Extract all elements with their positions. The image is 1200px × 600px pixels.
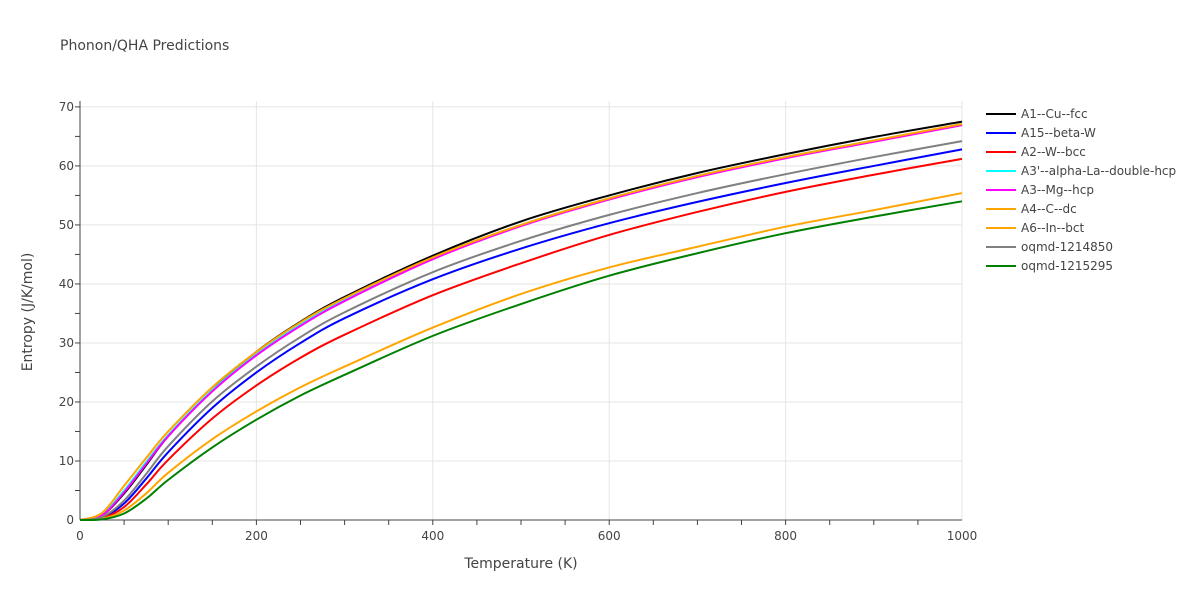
legend-label: A1--Cu--fcc: [1021, 107, 1088, 121]
series-line-oqmd-1215295: [79, 200, 963, 522]
y-tick-label: 50: [59, 218, 74, 232]
legend-item-a6-in-bct[interactable]: A6--In--bct: [986, 221, 1085, 235]
series-line-a6-in-bct: [79, 192, 963, 521]
series-line-a3-mg-hcp: [79, 124, 963, 521]
x-tick-label: 200: [245, 529, 268, 543]
series-line-a15-beta-w: [79, 148, 963, 521]
legend-item-a4-c-dc[interactable]: A4--C--dc: [986, 202, 1077, 216]
series-line-oqmd-1214850: [79, 140, 963, 521]
series-lines: [79, 120, 963, 522]
legend-label: A3--Mg--hcp: [1021, 183, 1094, 197]
x-tick-label: 1000: [947, 529, 978, 543]
legend-item-a3-mg-hcp[interactable]: A3--Mg--hcp: [986, 183, 1094, 197]
x-tick-label: 800: [774, 529, 797, 543]
y-tick-label: 0: [66, 513, 74, 527]
legend-item-a2-w-bcc[interactable]: A2--W--bcc: [986, 145, 1086, 159]
y-tick-label: 20: [59, 395, 74, 409]
y-tick-label: 30: [59, 336, 74, 350]
y-tick-label: 40: [59, 277, 74, 291]
legend-label: oqmd-1215295: [1021, 259, 1113, 273]
x-tick-label: 400: [421, 529, 444, 543]
legend-label: A2--W--bcc: [1021, 145, 1086, 159]
y-tick-label: 60: [59, 159, 74, 173]
y-axis-title: Entropy (J/K/mol): [20, 253, 36, 372]
legend-item-oqmd-1214850[interactable]: oqmd-1214850: [986, 240, 1113, 254]
y-tick-label: 10: [59, 454, 74, 468]
series-line-a2-w-bcc: [79, 157, 963, 521]
legend-item-a15-beta-w[interactable]: A15--beta-W: [986, 126, 1096, 140]
series-line-a1-cu-fcc: [79, 120, 963, 521]
y-tick-label: 70: [59, 100, 74, 114]
chart-title: Phonon/QHA Predictions: [60, 38, 229, 54]
axes: 0 200 400 600 800 1000 0 10 20 30 40 50 60 70: [59, 100, 978, 543]
series-line-a4-c-dc: [79, 123, 963, 521]
legend-label: A6--In--bct: [1021, 221, 1085, 235]
x-tick-label: 0: [76, 529, 84, 543]
legend-label: A4--C--dc: [1021, 202, 1077, 216]
legend-label: A3'--alpha-La--double-hcp: [1021, 164, 1176, 178]
legend[interactable]: A1--Cu--fcc A15--beta-W A2--W--bcc A3'--alp…: [986, 107, 1176, 273]
legend-item-a1-cu-fcc[interactable]: A1--Cu--fcc: [986, 107, 1088, 121]
legend-item-a3-alpha-la-double-hcp[interactable]: A3'--alpha-La--double-hcp: [986, 164, 1176, 178]
x-axis-title: Temperature (K): [463, 556, 577, 572]
grid: [80, 101, 963, 520]
legend-item-oqmd-1215295[interactable]: oqmd-1215295: [986, 259, 1113, 273]
x-tick-label: 600: [598, 529, 621, 543]
legend-label: oqmd-1214850: [1021, 240, 1113, 254]
legend-label: A15--beta-W: [1021, 126, 1096, 140]
